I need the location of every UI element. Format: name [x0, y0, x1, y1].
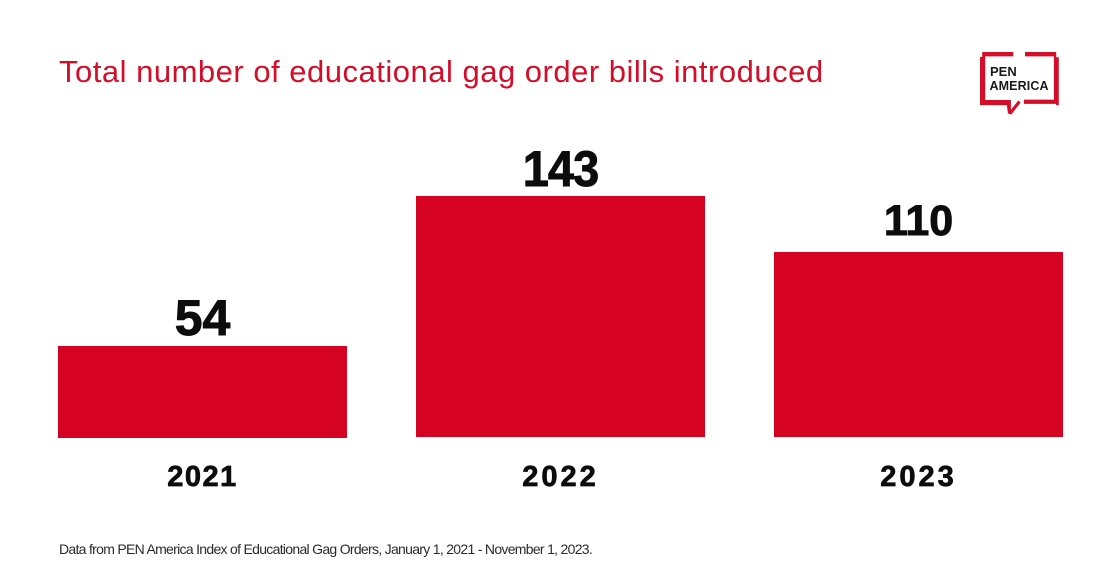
svg-text:AMERICA: AMERICA — [990, 79, 1049, 93]
svg-text:PEN: PEN — [990, 64, 1017, 79]
